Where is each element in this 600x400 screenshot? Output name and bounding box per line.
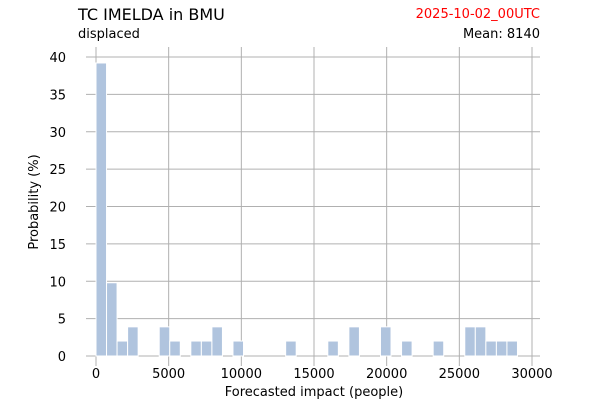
x-tick-label: 15000: [293, 367, 334, 382]
x-tick-label: 0: [92, 367, 100, 382]
histogram-bar: [200, 340, 213, 357]
mean-label: Mean:: [462, 27, 503, 42]
histogram-bar: [506, 340, 518, 357]
histogram-bar: [485, 340, 497, 357]
y-tick-label: 0: [58, 350, 66, 365]
chart-title: TC IMELDA in BMU: [78, 5, 225, 24]
y-tick-label: 15: [49, 238, 66, 253]
tick-labels: 0 5 10 15 20 25 30 35 40 0 5000 10000 15000 20000 2500…: [49, 51, 552, 382]
y-tick-label: 20: [49, 201, 66, 216]
y-axis-label: Probability (%): [27, 154, 42, 249]
y-tick-label: 35: [49, 88, 66, 103]
y-tick-label: 10: [49, 275, 66, 290]
histogram-bar: [495, 340, 508, 357]
histogram-bar: [95, 62, 108, 357]
histogram-bar: [190, 340, 202, 357]
grid-lines: [86, 47, 540, 366]
histogram-bar: [474, 326, 487, 357]
y-tick-label: 5: [58, 313, 66, 328]
histogram-bar: [285, 340, 297, 357]
y-tick-label: 25: [49, 163, 66, 178]
x-tick-label: 25000: [439, 367, 480, 382]
histogram-bar: [169, 340, 181, 357]
histogram-bar: [348, 326, 360, 357]
bars: [95, 62, 518, 357]
y-tick-label: 30: [49, 126, 66, 141]
mean-readout: Mean: 8140: [463, 27, 540, 42]
x-tick-label: 5000: [152, 367, 185, 382]
forecast-run-label: 2025-10-02_00UTC: [415, 7, 540, 22]
x-tick-label: 30000: [511, 367, 552, 382]
x-tick-label: 10000: [221, 367, 262, 382]
y-tick-label: 40: [49, 51, 66, 66]
x-axis-label: Forecasted impact (people): [225, 385, 403, 400]
histogram-bar: [401, 340, 413, 357]
histogram-bar: [327, 340, 339, 357]
histogram-bar: [464, 326, 476, 357]
histogram-bar: [116, 340, 129, 357]
histogram-bar: [158, 326, 171, 357]
histogram-bar: [127, 326, 139, 357]
histogram-bar: [211, 326, 223, 357]
histogram-bar: [106, 282, 118, 357]
mean-value: 8140: [506, 27, 540, 42]
histogram-bar: [432, 340, 445, 357]
histogram-bar: [232, 340, 245, 357]
chart-subtitle: displaced: [78, 27, 140, 42]
x-tick-label: 20000: [366, 367, 407, 382]
histogram-bar: [379, 326, 392, 357]
